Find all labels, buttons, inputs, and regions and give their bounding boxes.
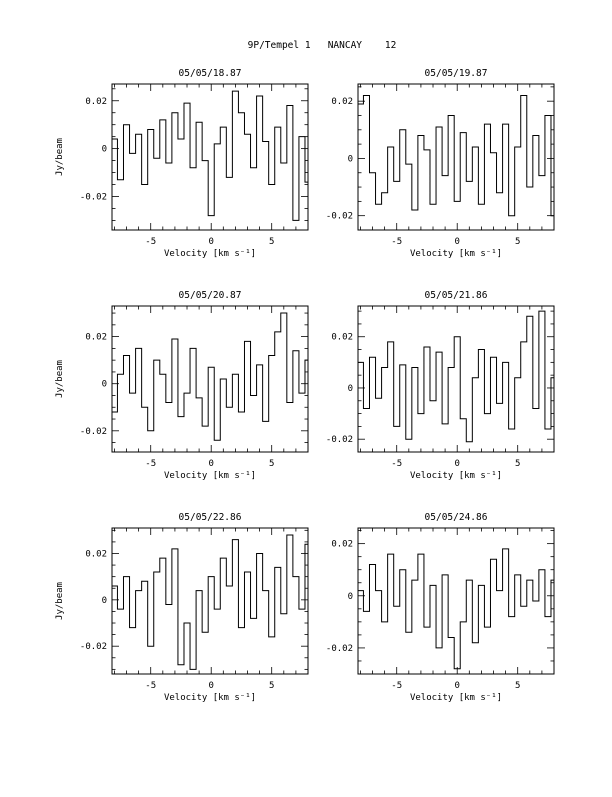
panel-6-xlabel: Velocity [km s⁻¹] — [410, 693, 502, 703]
figure-title: 9P/Tempel 1 NANCAY 12 — [248, 40, 397, 51]
panel-3-xtick-label: -5 — [145, 459, 156, 469]
panel-1-series-1 — [112, 90, 308, 221]
panel-4-xtick-label: 0 — [454, 459, 459, 469]
panel-3-series-1 — [112, 312, 308, 441]
panel-3-xlabel: Velocity [km s⁻¹] — [164, 471, 256, 481]
panel-4-title: 05/05/21.86 — [425, 290, 488, 301]
panel-1-xtick-label: -5 — [145, 237, 156, 247]
panel-1-xlabel: Velocity [km s⁻¹] — [164, 249, 256, 259]
panel-4: 05/05/21.86 -5 0 5 -0.02 0 0.02 Velocity [km s⁻… — [326, 290, 555, 481]
panel-3-ytick-label: -0.02 — [80, 427, 107, 437]
panel-2-ytick-label: 0.02 — [331, 97, 353, 107]
panel-5-ytick-label: 0 — [102, 596, 107, 606]
panel-5-ytick-label: -0.02 — [80, 642, 107, 652]
panel-2-ytick-label: -0.02 — [326, 212, 353, 222]
panel-6-ytick-label: 0 — [348, 592, 353, 602]
panel-1-ytick-label: -0.02 — [80, 192, 107, 202]
panel-6-ytick-label: -0.02 — [326, 644, 353, 654]
panel-3-xtick-label: 0 — [208, 459, 213, 469]
panel-6-ytick-label: 0.02 — [331, 540, 353, 550]
panel-5-title: 05/05/22.86 — [179, 512, 242, 523]
panel-2-xtick-label: 0 — [454, 237, 459, 247]
panel-4-xlabel: Velocity [km s⁻¹] — [410, 471, 502, 481]
panel-5-ytick-label: 0.02 — [85, 549, 107, 559]
panel-1: 05/05/18.87 -5 0 5 -0.02 0 0.02 Velocity [km s⁻… — [55, 68, 309, 259]
panel-1-xtick-label: 5 — [269, 237, 274, 247]
panel-4-ytick-label: 0 — [348, 384, 353, 394]
panel-3-ytick-label: 0.02 — [85, 333, 107, 343]
panel-6-xtick-label: 5 — [515, 681, 520, 691]
panel-3-frame — [111, 305, 309, 453]
panel-5-xtick-label: 5 — [269, 681, 274, 691]
panel-2-series-1 — [358, 94, 554, 217]
panel-1-frame — [111, 83, 309, 231]
panel-5-ylabel: Jy/beam — [55, 582, 65, 620]
panel-6-xtick-label: -5 — [391, 681, 402, 691]
panel-1-title: 05/05/18.87 — [179, 68, 242, 79]
panel-5: 05/05/22.86 -5 0 5 -0.02 0 0.02 Velocity [km s⁻… — [55, 512, 309, 703]
panel-1-ytick-label: 0 — [102, 145, 107, 155]
panel-3-ylabel: Jy/beam — [55, 360, 65, 398]
panel-2: 05/05/19.87 -5 0 5 -0.02 0 0.02 Velocity [km s⁻… — [326, 68, 555, 259]
panel-3-title: 05/05/20.87 — [179, 290, 242, 301]
panel-2-title: 05/05/19.87 — [425, 68, 488, 79]
panel-3: 05/05/20.87 -5 0 5 -0.02 0 0.02 Velocity [km s⁻… — [55, 290, 309, 481]
panel-5-xtick-label: 0 — [208, 681, 213, 691]
panel-1-ytick-label: 0.02 — [85, 97, 107, 107]
panel-5-frame — [111, 527, 309, 675]
panel-2-ytick-label: 0 — [348, 154, 353, 164]
panel-2-frame — [357, 83, 555, 231]
panel-6-series-1 — [358, 548, 554, 670]
panel-6-title: 05/05/24.86 — [425, 512, 488, 523]
panel-3-ytick-label: 0 — [102, 380, 107, 390]
panel-4-ytick-label: -0.02 — [326, 435, 353, 445]
panel-6: 05/05/24.86 -5 0 5 -0.02 0 0.02 Velocity [km s⁻… — [326, 512, 555, 703]
panel-1-xtick-label: 0 — [208, 237, 213, 247]
panel-6-xtick-label: 0 — [454, 681, 459, 691]
panel-5-xlabel: Velocity [km s⁻¹] — [164, 693, 256, 703]
panel-4-xtick-label: -5 — [391, 459, 402, 469]
panel-1-ylabel: Jy/beam — [55, 138, 65, 176]
panel-2-xlabel: Velocity [km s⁻¹] — [410, 249, 502, 259]
panel-6-frame — [357, 527, 555, 675]
panel-2-xtick-label: -5 — [391, 237, 402, 247]
panel-4-series-1 — [358, 310, 554, 443]
panel-4-xtick-label: 5 — [515, 459, 520, 469]
panel-3-xtick-label: 5 — [269, 459, 274, 469]
panel-4-ytick-label: 0.02 — [331, 333, 353, 343]
panel-5-xtick-label: -5 — [145, 681, 156, 691]
panel-2-xtick-label: 5 — [515, 237, 520, 247]
panel-4-frame — [357, 305, 555, 453]
panel-5-series-1 — [112, 534, 308, 670]
